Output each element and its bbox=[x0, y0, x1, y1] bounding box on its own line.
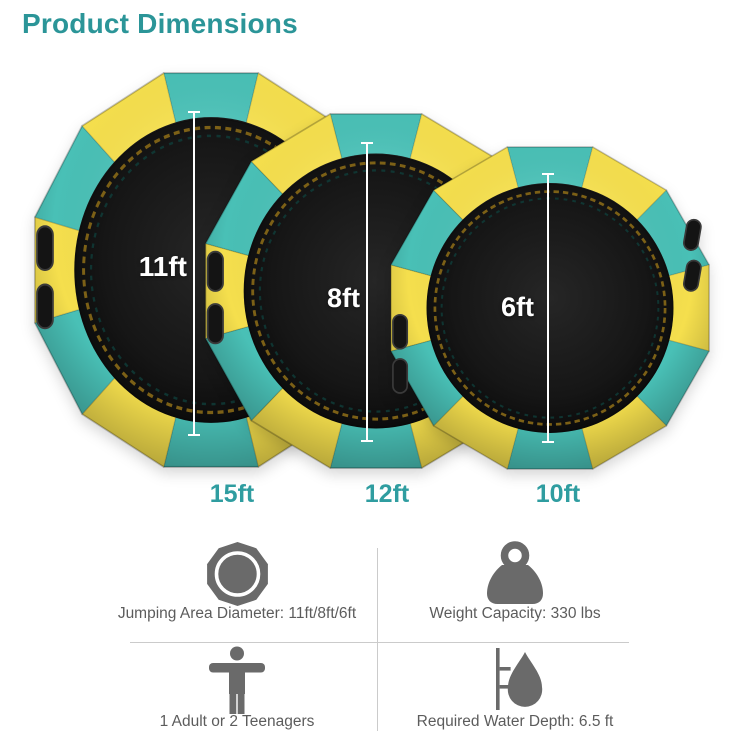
measure-line-6ft bbox=[542, 173, 554, 443]
person-icon bbox=[209, 646, 265, 721]
spec-required-water-depth: Required Water Depth: 6.5 ft bbox=[416, 713, 614, 730]
spec-user-capacity: 1 Adult or 2 Teenagers bbox=[159, 713, 315, 730]
spec-grid-horizontal-divider bbox=[130, 642, 629, 643]
jump-diameter-label-12ft: 8ft bbox=[327, 283, 360, 313]
weight-icon bbox=[486, 541, 544, 612]
trampoline-12ft-graphic bbox=[204, 112, 548, 470]
trampoline-15ft-handles bbox=[36, 225, 54, 330]
trampoline-15ft-illustration bbox=[25, 62, 397, 478]
trampoline-10ft-graphic bbox=[389, 145, 711, 471]
measure-line-8ft bbox=[361, 142, 373, 442]
size-label-10ft: 10ft bbox=[535, 480, 581, 508]
trampoline-10ft-handles bbox=[392, 218, 702, 394]
trampoline-top-view-icon bbox=[204, 541, 271, 612]
trampoline-12ft-illustration bbox=[196, 104, 556, 478]
water-depth-icon bbox=[486, 648, 544, 719]
jump-diameter-label-15ft: 11ft bbox=[138, 251, 187, 282]
trampoline-12ft-handles bbox=[206, 250, 224, 345]
measure-line-11ft bbox=[188, 111, 200, 436]
jump-diameter-label-10ft: 6ft bbox=[501, 292, 534, 322]
trampoline-15ft-graphic bbox=[33, 71, 389, 469]
spec-grid-vertical-divider bbox=[377, 548, 378, 731]
page-title: Product Dimensions bbox=[22, 8, 298, 39]
trampoline-10ft-illustration bbox=[382, 138, 718, 478]
spec-jumping-area-diameter: Jumping Area Diameter: 11ft/8ft/6ft bbox=[117, 605, 357, 622]
size-label-12ft: 12ft bbox=[364, 480, 410, 508]
size-label-15ft: 15ft bbox=[209, 480, 255, 508]
spec-weight-capacity: Weight Capacity: 330 lbs bbox=[429, 605, 601, 622]
